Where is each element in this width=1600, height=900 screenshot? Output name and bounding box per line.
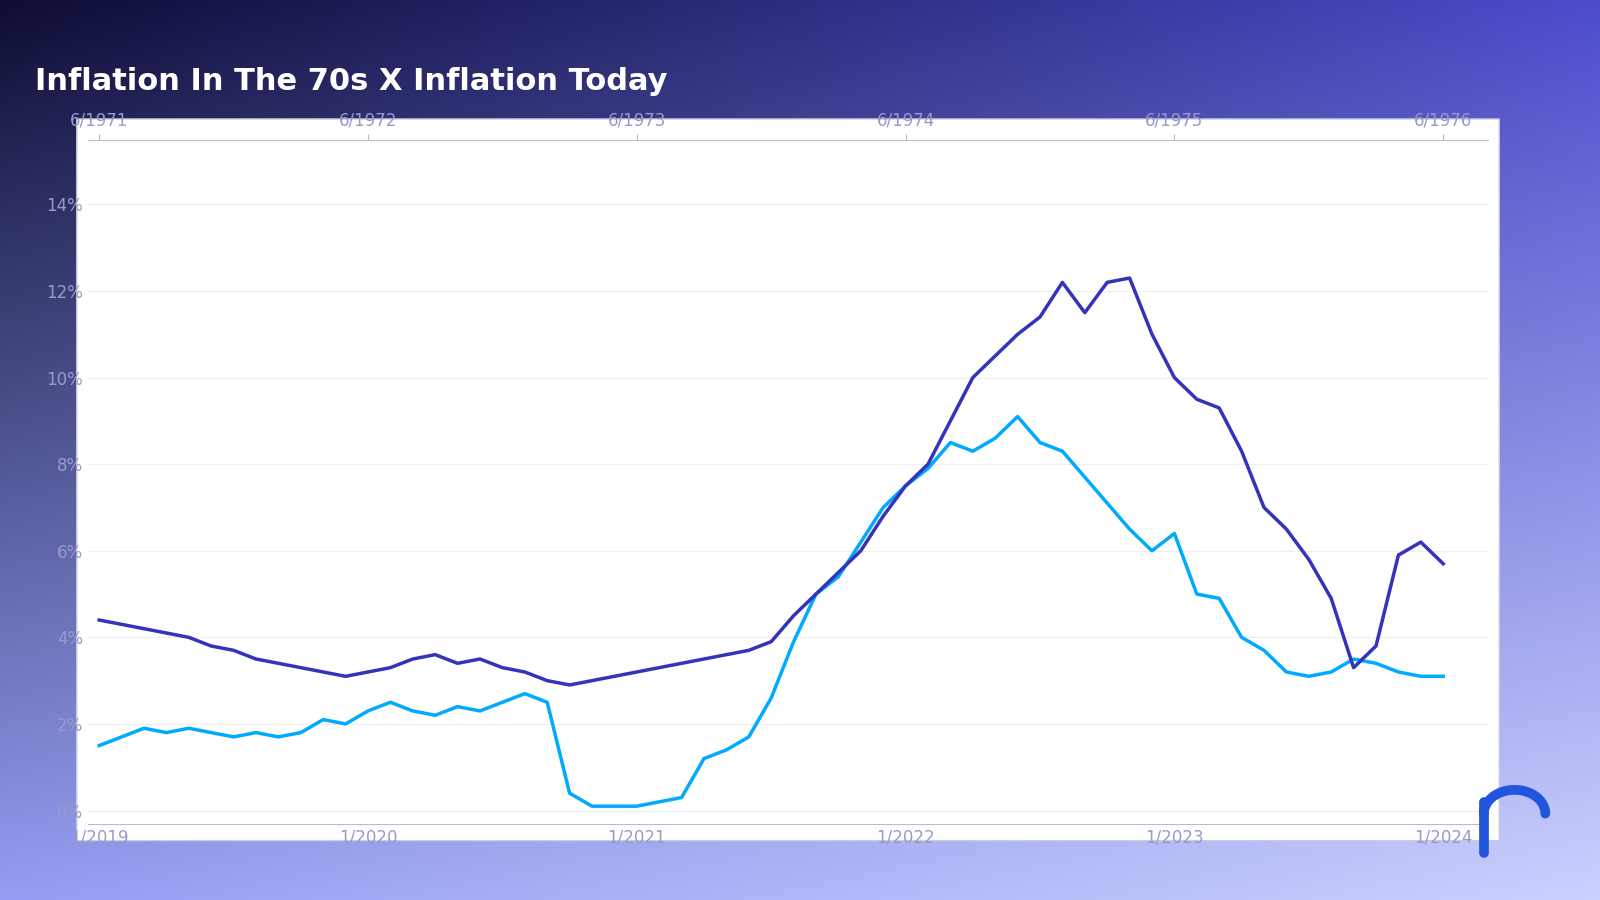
Text: Inflation In The 70s X Inflation Today: Inflation In The 70s X Inflation Today (35, 68, 667, 96)
FancyBboxPatch shape (77, 119, 1499, 841)
